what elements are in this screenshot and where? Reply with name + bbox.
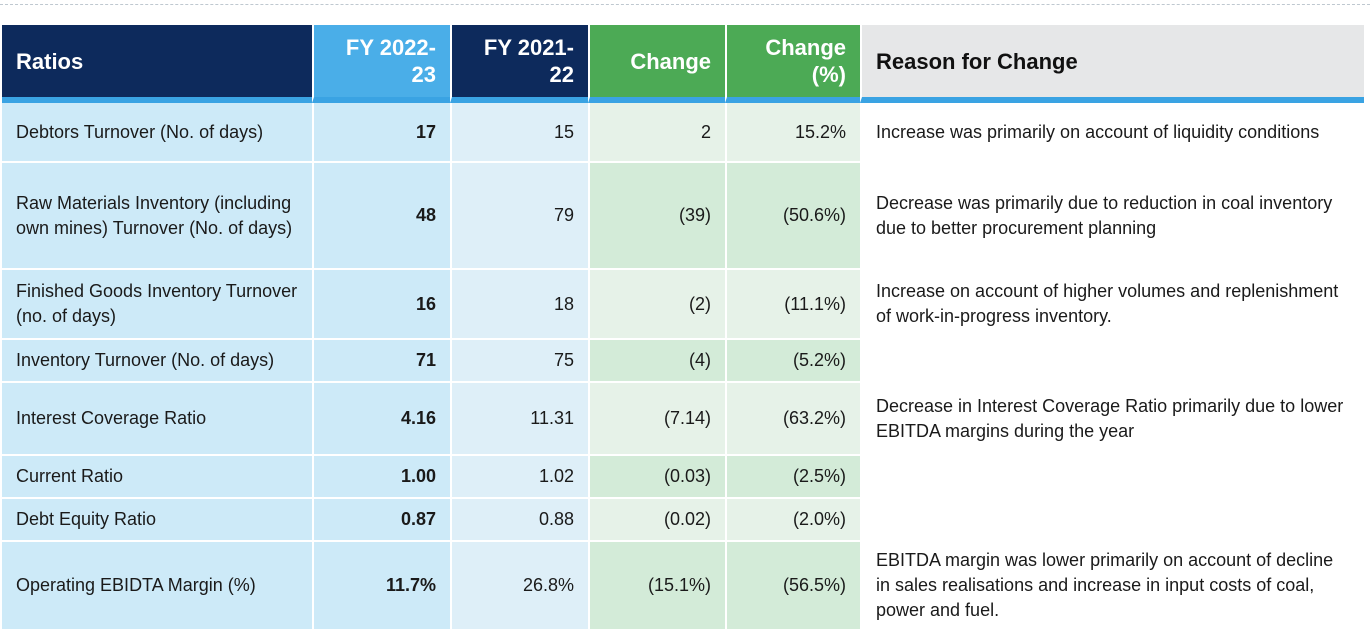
- table-row: Finished Goods Inventory Turnover (no. o…: [2, 270, 1364, 340]
- cell-change-pct: (50.6%): [725, 163, 860, 270]
- cell-ratio: Current Ratio: [2, 456, 312, 499]
- table-row: Inventory Turnover (No. of days) 71 75 (…: [2, 340, 1364, 383]
- table-body: Debtors Turnover (No. of days) 17 15 2 1…: [2, 103, 1364, 631]
- cell-change: (15.1%): [588, 542, 725, 631]
- header-change: Change: [588, 25, 725, 103]
- cell-fy-current: 17: [312, 103, 450, 163]
- cell-ratio: Raw Materials Inventory (including own m…: [2, 163, 312, 270]
- cell-change: (0.02): [588, 499, 725, 542]
- cell-reason: [860, 499, 1364, 542]
- cell-reason: [860, 456, 1364, 499]
- table-row: Current Ratio 1.00 1.02 (0.03) (2.5%): [2, 456, 1364, 499]
- header-fy-previous: FY 2021-22: [450, 25, 588, 103]
- header-reason: Reason for Change: [860, 25, 1364, 103]
- cell-change-pct: (11.1%): [725, 270, 860, 340]
- financial-ratios-table: Ratios FY 2022-23 FY 2021-22 Change Chan…: [2, 25, 1364, 631]
- cell-change: 2: [588, 103, 725, 163]
- cell-reason: Increase was primarily on account of liq…: [860, 103, 1364, 163]
- cell-fy-current: 71: [312, 340, 450, 383]
- cell-reason: EBITDA margin was lower primarily on acc…: [860, 542, 1364, 631]
- cell-fy-current: 1.00: [312, 456, 450, 499]
- cell-ratio: Debtors Turnover (No. of days): [2, 103, 312, 163]
- header-row: Ratios FY 2022-23 FY 2021-22 Change Chan…: [2, 25, 1364, 103]
- cell-change-pct: 15.2%: [725, 103, 860, 163]
- cell-change: (0.03): [588, 456, 725, 499]
- table-row: Debtors Turnover (No. of days) 17 15 2 1…: [2, 103, 1364, 163]
- cell-ratio: Operating EBIDTA Margin (%): [2, 542, 312, 631]
- cell-change-pct: (2.0%): [725, 499, 860, 542]
- cell-fy-current: 16: [312, 270, 450, 340]
- table-header: Ratios FY 2022-23 FY 2021-22 Change Chan…: [2, 25, 1364, 103]
- cell-reason: Decrease was primarily due to reduction …: [860, 163, 1364, 270]
- cell-change: (2): [588, 270, 725, 340]
- table-row: Raw Materials Inventory (including own m…: [2, 163, 1364, 270]
- cell-change: (4): [588, 340, 725, 383]
- table-row: Debt Equity Ratio 0.87 0.88 (0.02) (2.0%…: [2, 499, 1364, 542]
- cell-fy-previous: 15: [450, 103, 588, 163]
- cell-fy-current: 11.7%: [312, 542, 450, 631]
- cell-fy-current: 4.16: [312, 383, 450, 456]
- cell-change-pct: (2.5%): [725, 456, 860, 499]
- cell-fy-previous: 18: [450, 270, 588, 340]
- cell-fy-previous: 0.88: [450, 499, 588, 542]
- cell-reason: Decrease in Interest Coverage Ratio prim…: [860, 383, 1364, 456]
- cell-fy-previous: 75: [450, 340, 588, 383]
- cell-fy-previous: 79: [450, 163, 588, 270]
- table-row: Operating EBIDTA Margin (%) 11.7% 26.8% …: [2, 542, 1364, 631]
- header-change-pct: Change (%): [725, 25, 860, 103]
- cell-change: (7.14): [588, 383, 725, 456]
- cell-fy-previous: 26.8%: [450, 542, 588, 631]
- cell-ratio: Interest Coverage Ratio: [2, 383, 312, 456]
- cell-reason: [860, 340, 1364, 383]
- header-ratios: Ratios: [2, 25, 312, 103]
- cell-ratio: Inventory Turnover (No. of days): [2, 340, 312, 383]
- cell-fy-current: 0.87: [312, 499, 450, 542]
- cell-ratio: Debt Equity Ratio: [2, 499, 312, 542]
- header-fy-current: FY 2022-23: [312, 25, 450, 103]
- cell-change-pct: (63.2%): [725, 383, 860, 456]
- cell-fy-current: 48: [312, 163, 450, 270]
- cell-fy-previous: 11.31: [450, 383, 588, 456]
- top-dashed-rule: [0, 4, 1370, 5]
- cell-change-pct: (56.5%): [725, 542, 860, 631]
- cell-ratio: Finished Goods Inventory Turnover (no. o…: [2, 270, 312, 340]
- table-row: Interest Coverage Ratio 4.16 11.31 (7.14…: [2, 383, 1364, 456]
- cell-fy-previous: 1.02: [450, 456, 588, 499]
- cell-change-pct: (5.2%): [725, 340, 860, 383]
- cell-reason: Increase on account of higher volumes an…: [860, 270, 1364, 340]
- cell-change: (39): [588, 163, 725, 270]
